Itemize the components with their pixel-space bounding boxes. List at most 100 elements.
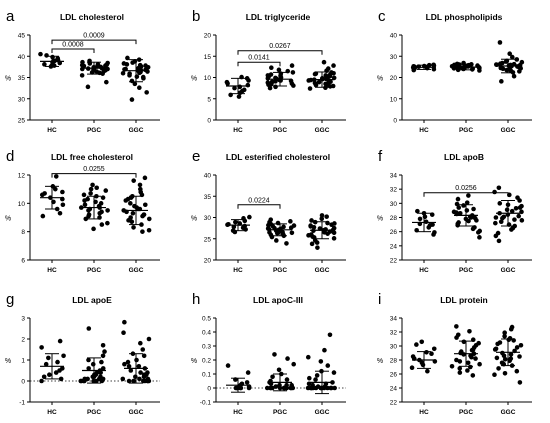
data-point xyxy=(318,359,324,364)
data-point xyxy=(98,370,103,375)
data-point xyxy=(236,94,242,99)
data-point xyxy=(284,241,289,246)
x-tick-label-pgc: PGC xyxy=(273,127,287,134)
data-point xyxy=(129,78,135,84)
x-tick-label-hc: HC xyxy=(233,267,243,274)
y-axis-label: % xyxy=(5,216,11,223)
data-point xyxy=(239,88,245,94)
data-point xyxy=(96,376,102,382)
data-point xyxy=(270,223,276,229)
data-point xyxy=(245,370,251,375)
data-point xyxy=(141,378,146,384)
data-point xyxy=(508,352,514,357)
x-tick-label-ggc: GGC xyxy=(315,267,330,274)
data-point xyxy=(102,349,107,354)
y-tick-label: 30 xyxy=(390,201,398,208)
data-point xyxy=(122,361,127,367)
data-point xyxy=(504,207,510,213)
data-point xyxy=(94,185,100,191)
y-tick-label: 22 xyxy=(390,400,398,407)
data-point xyxy=(469,354,474,360)
data-point xyxy=(126,378,132,384)
data-point xyxy=(51,63,57,68)
data-point xyxy=(469,347,475,353)
data-point xyxy=(496,366,501,371)
data-point xyxy=(331,370,337,375)
data-point xyxy=(291,361,296,367)
x-tick-label-ggc: GGC xyxy=(129,409,144,416)
data-point xyxy=(509,54,515,60)
data-point xyxy=(308,385,313,391)
data-point xyxy=(515,195,520,200)
data-point xyxy=(289,63,295,68)
data-point xyxy=(144,90,149,95)
data-point xyxy=(126,364,132,369)
data-point xyxy=(449,364,455,369)
data-point xyxy=(324,214,329,219)
data-point xyxy=(414,342,419,347)
data-point xyxy=(465,368,470,373)
data-point xyxy=(91,226,96,232)
panel-f: f LDL apoB 22 24 26 28 30 32 34% HC PGC GGC 0.0256 xyxy=(377,148,532,274)
y-tick-label: 32 xyxy=(390,187,398,194)
y-tick-label: 0.5 xyxy=(202,316,211,323)
data-point xyxy=(146,227,152,233)
data-point xyxy=(105,60,110,66)
panel-title: LDL protein xyxy=(440,295,488,305)
data-point xyxy=(42,62,47,67)
data-point xyxy=(492,372,497,378)
data-point xyxy=(289,230,295,236)
y-tick-label: 34 xyxy=(390,173,398,180)
data-point xyxy=(322,347,327,353)
data-point xyxy=(323,73,329,78)
data-point xyxy=(517,205,523,210)
data-point xyxy=(288,219,293,224)
data-point xyxy=(455,221,461,227)
data-point xyxy=(57,368,62,373)
panel-letter: b xyxy=(192,8,200,25)
y-tick-label: 40 xyxy=(390,33,398,40)
panel-h: h LDL apoC-III -0.1 0 0.1 0.2 0.3 0.4 0.5% HC PGC G… xyxy=(191,291,346,416)
data-point xyxy=(122,319,127,325)
data-point xyxy=(502,333,507,339)
data-point xyxy=(99,359,104,365)
data-point xyxy=(100,366,106,371)
data-point xyxy=(140,74,146,80)
y-tick-label: 35 xyxy=(204,194,212,201)
data-point xyxy=(100,343,106,348)
data-point xyxy=(38,51,43,57)
data-point xyxy=(245,82,251,88)
y-tick-label: 0.4 xyxy=(202,330,211,337)
panel-letter: a xyxy=(6,8,15,25)
data-point xyxy=(499,79,504,84)
data-point xyxy=(79,66,85,72)
y-tick-label: 25 xyxy=(18,118,26,125)
data-point xyxy=(473,356,478,361)
data-point xyxy=(309,218,314,223)
data-point xyxy=(291,223,297,228)
data-point xyxy=(141,212,147,217)
data-point xyxy=(120,70,126,76)
y-tick-label: 25 xyxy=(204,236,212,243)
data-point xyxy=(273,384,279,389)
data-point xyxy=(308,224,313,229)
data-point xyxy=(39,378,44,384)
significance-bracket xyxy=(237,61,281,67)
p-value-label: 0.0256 xyxy=(455,185,477,192)
data-point xyxy=(88,186,94,192)
y-tick-label: 10 xyxy=(390,96,398,103)
data-point xyxy=(88,191,93,196)
data-point xyxy=(492,347,498,352)
y-tick-label: 3 xyxy=(21,316,25,323)
data-point xyxy=(131,178,136,183)
data-point xyxy=(272,352,277,357)
data-point xyxy=(125,359,131,365)
y-tick-label: -0.1 xyxy=(200,400,212,407)
y-tick-label: 0 xyxy=(393,118,397,125)
data-point xyxy=(60,202,66,208)
data-point xyxy=(332,385,337,391)
panel-title: LDL apoE xyxy=(72,295,112,305)
data-point xyxy=(456,205,462,210)
data-point xyxy=(60,189,65,195)
data-point xyxy=(514,345,520,350)
